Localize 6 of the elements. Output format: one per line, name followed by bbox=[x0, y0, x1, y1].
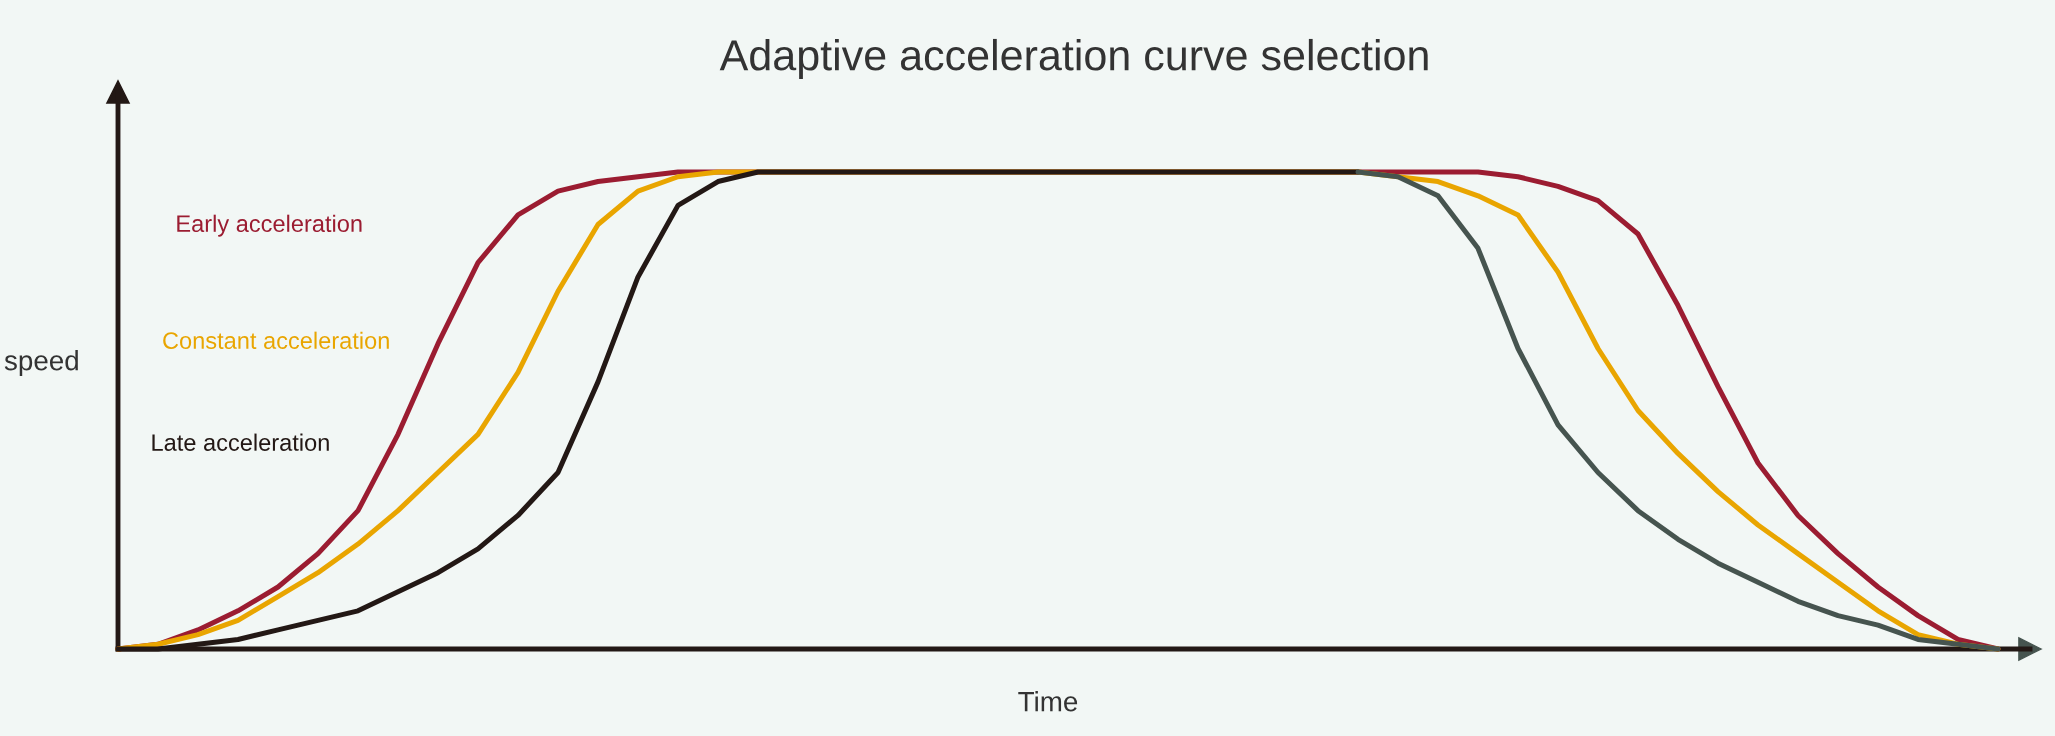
text: Late acceleration bbox=[152, 433, 329, 451]
text: Early acceleration bbox=[177, 214, 362, 237]
text: Constant acceleration bbox=[163, 331, 389, 349]
x-axis-title: Time bbox=[1018, 691, 1078, 712]
y-axis-title: speed bbox=[4, 350, 78, 376]
chart-title: Adaptive acceleration curve selection bbox=[719, 38, 1428, 80]
